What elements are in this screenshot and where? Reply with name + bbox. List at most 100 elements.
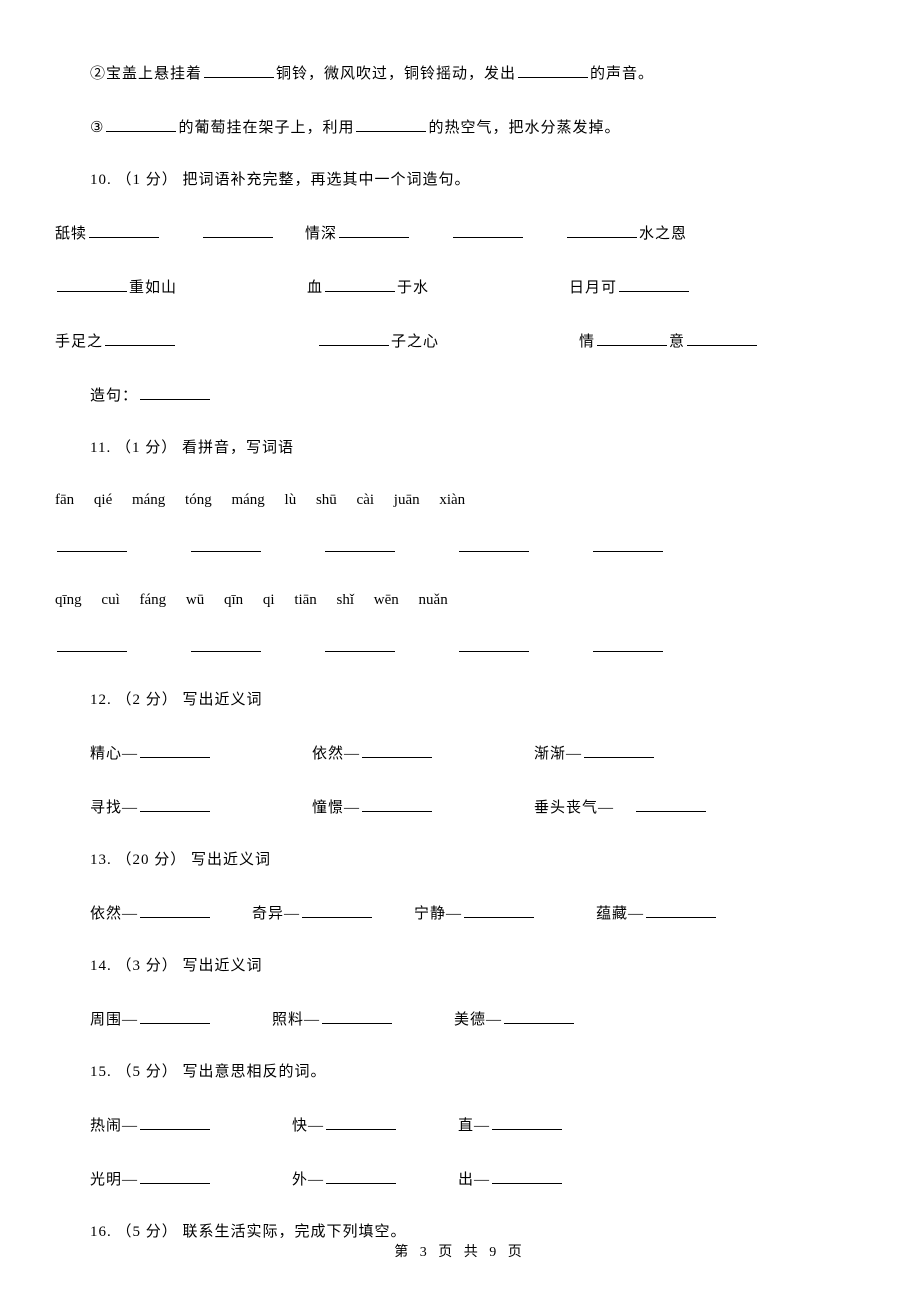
q11-blanks1 bbox=[55, 534, 865, 560]
q11-blanks2 bbox=[55, 634, 865, 660]
text: 出— bbox=[458, 1172, 490, 1188]
blank[interactable] bbox=[325, 534, 395, 552]
blank[interactable] bbox=[593, 634, 663, 652]
text: 的葡萄挂在架子上，利用 bbox=[178, 120, 354, 136]
q13-title: 13. （20 分） 写出近义词 bbox=[90, 848, 865, 872]
text: 舐犊 bbox=[55, 226, 87, 242]
text: 美德— bbox=[454, 1012, 502, 1028]
blank[interactable] bbox=[105, 328, 175, 346]
q15-row1: 热闹— 快— 直— bbox=[90, 1112, 865, 1138]
blank[interactable] bbox=[140, 1112, 210, 1130]
blank[interactable] bbox=[492, 1166, 562, 1184]
text: ②宝盖上悬挂着 bbox=[90, 66, 202, 82]
blank[interactable] bbox=[567, 220, 637, 238]
text: 精心— bbox=[90, 746, 138, 762]
text: ③ bbox=[90, 120, 104, 136]
blank[interactable] bbox=[57, 534, 127, 552]
blank[interactable] bbox=[518, 60, 588, 78]
blank[interactable] bbox=[106, 114, 176, 132]
q12-title: 12. （2 分） 写出近义词 bbox=[90, 688, 865, 712]
blank[interactable] bbox=[325, 274, 395, 292]
blank[interactable] bbox=[191, 634, 261, 652]
page-footer: 第 3 页 共 9 页 bbox=[0, 1242, 920, 1264]
q14-row: 周围— 照料— 美德— bbox=[90, 1006, 865, 1032]
text: 周围— bbox=[90, 1012, 138, 1028]
blank[interactable] bbox=[362, 740, 432, 758]
text: 铜铃，微风吹过，铜铃摇动，发出 bbox=[276, 66, 516, 82]
blank[interactable] bbox=[619, 274, 689, 292]
q10-make: 造句： bbox=[90, 382, 865, 408]
blank[interactable] bbox=[687, 328, 757, 346]
text: 寻找— bbox=[90, 800, 138, 816]
blank[interactable] bbox=[492, 1112, 562, 1130]
text: 照料— bbox=[272, 1012, 320, 1028]
blank[interactable] bbox=[89, 220, 159, 238]
blank[interactable] bbox=[140, 382, 210, 400]
text: 依然— bbox=[312, 746, 360, 762]
text: 蕴藏— bbox=[596, 906, 644, 922]
blank[interactable] bbox=[204, 60, 274, 78]
blank[interactable] bbox=[356, 114, 426, 132]
text: 热闹— bbox=[90, 1118, 138, 1134]
blank[interactable] bbox=[459, 534, 529, 552]
blank[interactable] bbox=[646, 900, 716, 918]
text: 手足之 bbox=[55, 334, 103, 350]
blank[interactable] bbox=[459, 634, 529, 652]
text: 水之恩 bbox=[639, 226, 687, 242]
text: 重如山 bbox=[129, 280, 177, 296]
blank[interactable] bbox=[322, 1006, 392, 1024]
q10-title: 10. （1 分） 把词语补充完整，再选其中一个词造句。 bbox=[90, 168, 865, 192]
blank[interactable] bbox=[140, 1166, 210, 1184]
text: 奇异— bbox=[252, 906, 300, 922]
blank[interactable] bbox=[464, 900, 534, 918]
blank[interactable] bbox=[593, 534, 663, 552]
q10-row1: 舐犊 情深 水之恩 bbox=[55, 220, 865, 246]
blank[interactable] bbox=[140, 900, 210, 918]
blank[interactable] bbox=[140, 794, 210, 812]
blank[interactable] bbox=[140, 740, 210, 758]
q10-row3: 手足之子之心情意 bbox=[55, 328, 865, 354]
blank[interactable] bbox=[325, 634, 395, 652]
text: 光明— bbox=[90, 1172, 138, 1188]
blank[interactable] bbox=[636, 794, 706, 812]
text: 直— bbox=[458, 1118, 490, 1134]
text: 依然— bbox=[90, 906, 138, 922]
blank[interactable] bbox=[203, 220, 273, 238]
blank[interactable] bbox=[339, 220, 409, 238]
blank[interactable] bbox=[584, 740, 654, 758]
blank[interactable] bbox=[57, 274, 127, 292]
q11-title: 11. （1 分） 看拼音，写词语 bbox=[90, 436, 865, 460]
blank[interactable] bbox=[319, 328, 389, 346]
blank[interactable] bbox=[597, 328, 667, 346]
blank[interactable] bbox=[191, 534, 261, 552]
blank[interactable] bbox=[453, 220, 523, 238]
blank[interactable] bbox=[302, 900, 372, 918]
q16-title: 16. （5 分） 联系生活实际，完成下列填空。 bbox=[90, 1220, 865, 1244]
text: 情深 bbox=[305, 226, 337, 242]
q12-row2: 寻找— 憧憬— 垂头丧气— bbox=[90, 794, 865, 820]
text: 造句： bbox=[90, 388, 138, 404]
text: 日月可 bbox=[569, 280, 617, 296]
text: 于水 bbox=[397, 280, 429, 296]
q11-pinyin1: fān qié máng tóng máng lù shū cài juān x… bbox=[55, 488, 865, 512]
q15-title: 15. （5 分） 写出意思相反的词。 bbox=[90, 1060, 865, 1084]
text: 的热空气，把水分蒸发掉。 bbox=[428, 120, 620, 136]
q-prev-line3: ③ 的葡萄挂在架子上，利用 的热空气，把水分蒸发掉。 bbox=[90, 114, 865, 140]
blank[interactable] bbox=[362, 794, 432, 812]
blank[interactable] bbox=[504, 1006, 574, 1024]
text: 外— bbox=[292, 1172, 324, 1188]
text: 憧憬— bbox=[312, 800, 360, 816]
text: 的声音。 bbox=[590, 66, 654, 82]
blank[interactable] bbox=[326, 1112, 396, 1130]
text: 垂头丧气— bbox=[534, 800, 614, 816]
text: 宁静— bbox=[414, 906, 462, 922]
q-prev-line2: ②宝盖上悬挂着 铜铃，微风吹过，铜铃摇动，发出 的声音。 bbox=[90, 60, 865, 86]
text: 意 bbox=[669, 334, 685, 350]
blank[interactable] bbox=[326, 1166, 396, 1184]
blank[interactable] bbox=[57, 634, 127, 652]
text: 渐渐— bbox=[534, 746, 582, 762]
text: 快— bbox=[292, 1118, 324, 1134]
blank[interactable] bbox=[140, 1006, 210, 1024]
text: 血 bbox=[307, 280, 323, 296]
q13-row: 依然— 奇异— 宁静— 蕴藏— bbox=[90, 900, 865, 926]
